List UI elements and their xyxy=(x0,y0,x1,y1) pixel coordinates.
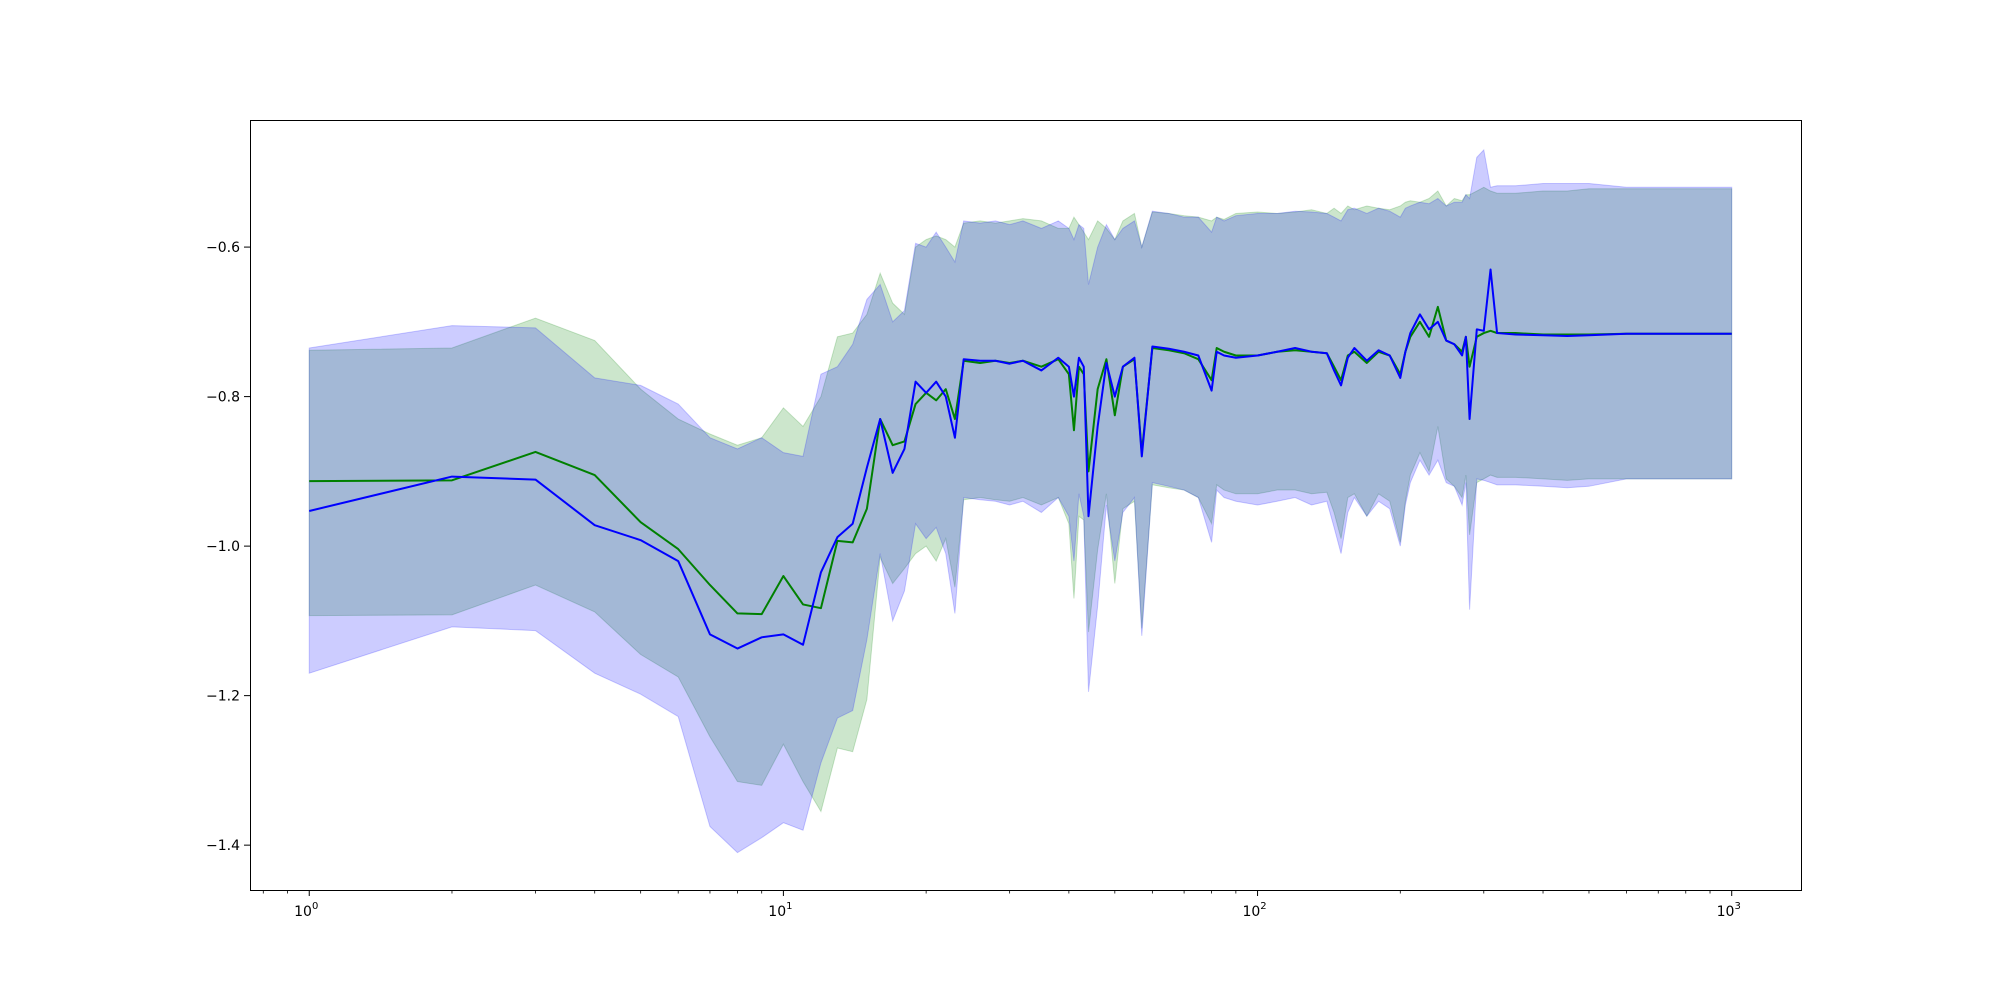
y-tick-label: −0.6 xyxy=(206,240,240,256)
band-series-2 xyxy=(308,148,1733,854)
confidence-bands xyxy=(308,148,1733,854)
y-tick-label: −1.4 xyxy=(206,838,240,854)
band-series-1 xyxy=(308,186,1733,813)
y-tick-label: −1.2 xyxy=(206,689,240,705)
line-series-2 xyxy=(309,268,1732,650)
y-tick-label: −1.0 xyxy=(206,539,240,555)
y-tick-label: −0.8 xyxy=(206,390,240,406)
plot-frame xyxy=(250,120,1802,891)
y-axis: −1.4 −1.2 −1.0 −0.8 −0.6 xyxy=(206,240,250,854)
series-lines xyxy=(309,268,1732,650)
